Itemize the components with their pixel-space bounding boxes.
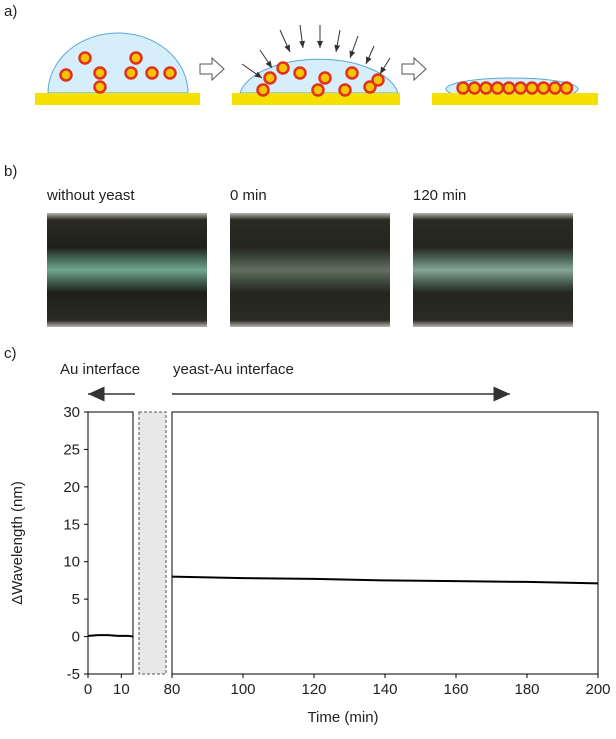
- x-tick-label: 200: [585, 681, 610, 698]
- y-tick-label: 10: [63, 554, 80, 571]
- data-line: [171, 575, 599, 585]
- panel-label: c): [4, 345, 17, 362]
- particle: [371, 73, 385, 87]
- arrow: [379, 57, 391, 75]
- photo: [230, 213, 390, 327]
- arrow: [365, 45, 375, 65]
- y-tick-label: 20: [63, 479, 80, 496]
- particle: [525, 81, 539, 95]
- x-tick-label: 100: [230, 681, 255, 698]
- x-tick-label: 160: [443, 681, 468, 698]
- arrow: [349, 35, 359, 59]
- x-tick-label: 10: [113, 681, 130, 698]
- particle: [59, 68, 73, 82]
- particle: [163, 66, 177, 80]
- y-axis-label: ΔWavelength (nm): [9, 481, 26, 605]
- annotation: Au interface: [60, 361, 140, 378]
- particle: [536, 81, 551, 95]
- y-tick-label: 15: [63, 516, 80, 533]
- particle: [467, 81, 482, 95]
- arrow: [299, 24, 306, 49]
- particle: [490, 81, 505, 95]
- x-tick-label: 120: [301, 681, 326, 698]
- particle: [93, 66, 107, 80]
- particle: [513, 81, 528, 95]
- y-tick-label: -5: [67, 666, 80, 683]
- particle: [338, 83, 352, 97]
- x-tick-label: 80: [164, 681, 181, 698]
- particle: [363, 80, 377, 94]
- particle: [548, 81, 562, 95]
- particle: [479, 81, 493, 95]
- axis-break: [138, 411, 167, 675]
- photo: [413, 213, 573, 327]
- y-tick-label: 0: [72, 629, 80, 646]
- photo-label: 0 min: [230, 187, 267, 204]
- y-tick-label: 25: [63, 441, 80, 458]
- particle: [93, 80, 107, 94]
- plot-frame: [171, 411, 599, 675]
- arrow: [241, 63, 263, 79]
- x-axis-label: Time (min): [307, 709, 378, 726]
- particle: [256, 83, 270, 97]
- particle: [129, 51, 143, 65]
- particle: [345, 66, 359, 80]
- particle: [263, 71, 277, 85]
- photo: [47, 213, 207, 327]
- y-tick-label: 30: [63, 404, 80, 421]
- particle: [276, 61, 290, 75]
- arrow: [279, 29, 291, 53]
- photo-label: without yeast: [46, 187, 135, 204]
- arrow: [259, 49, 273, 69]
- panel-label: a): [4, 3, 17, 20]
- annotation: yeast-Au interface: [173, 361, 294, 378]
- particle: [145, 66, 159, 80]
- particle: [318, 71, 332, 85]
- x-tick-label: 180: [514, 681, 539, 698]
- particle: [124, 66, 138, 80]
- particle: [456, 81, 470, 95]
- plot-frame: [87, 411, 134, 675]
- arrow: [334, 29, 341, 53]
- particle: [311, 83, 325, 97]
- data-line: [87, 634, 134, 638]
- particle: [559, 81, 574, 95]
- illustration: [35, 24, 598, 105]
- photo-label: 120 min: [413, 187, 466, 204]
- x-tick-label: 0: [84, 681, 92, 698]
- y-tick-label: 5: [72, 591, 80, 608]
- particle: [502, 81, 516, 95]
- panel-label: b): [4, 163, 17, 180]
- x-tick-label: 140: [372, 681, 397, 698]
- particle: [293, 66, 307, 80]
- particle: [78, 51, 92, 65]
